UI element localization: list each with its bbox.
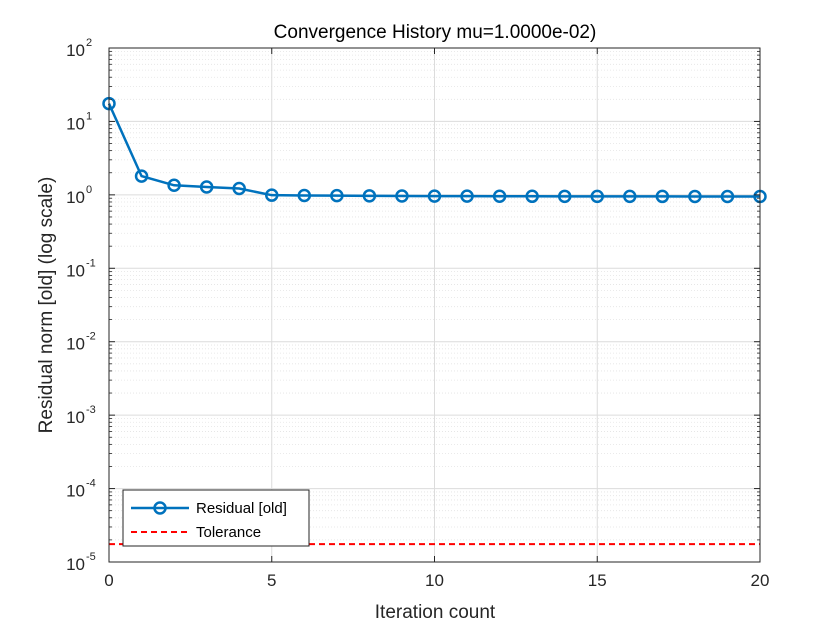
x-tick-labels: 0 5 10 15 20 [104,571,769,590]
y-tick-label: 10 [66,408,85,427]
y-tick-exponent: 0 [86,184,92,196]
residual-marker [655,189,670,204]
y-tick-exponent: 1 [86,110,92,122]
residual-marker [460,189,474,203]
residual-marker [265,188,279,202]
residual-marker [395,189,409,203]
legend-box [122,489,310,547]
residual-marker [720,189,735,204]
y-tick-exponent: -5 [86,551,96,563]
y-tick-exponent: 2 [86,37,92,49]
y-tick-exponent: -2 [86,331,96,343]
residual-marker [492,189,507,203]
legend-tolerance-label: Tolerance [196,524,261,541]
x-tick-label: 15 [588,571,607,590]
residual-marker [525,189,539,204]
chart-title: Convergence History mu=1.0000e-02) [274,22,597,43]
y-tick-label: 10 [66,555,85,574]
series-layer [102,96,767,546]
residual-marker [557,189,572,204]
residual-marker [232,181,246,196]
y-tick-exponent: -4 [86,478,96,490]
residual-marker [297,188,312,203]
y-tick-label: 10 [66,482,85,501]
y-tick-exponent: -1 [86,257,96,269]
residual-marker [590,189,604,204]
y-tick-exponent: -3 [86,404,96,416]
x-tick-label: 0 [104,571,113,590]
y-tick-label: 10 [66,335,85,354]
legend-residual-label: Residual [old] [196,500,287,517]
y-tick-label: 10 [66,41,85,60]
y-tick-label: 10 [66,261,85,280]
legend: Residual [old] Tolerance [122,489,310,547]
y-tick-label: 10 [66,188,85,207]
residual-marker [362,189,377,203]
residual-marker [134,169,149,183]
residual-marker [688,189,702,204]
residual-marker [427,189,442,203]
ticks [108,47,761,563]
x-tick-label: 10 [425,571,444,590]
residual-marker [167,178,181,193]
y-tick-label: 10 [66,114,85,133]
x-tick-label: 5 [267,571,276,590]
legend-residual-marker [153,501,167,515]
residual-marker [330,188,344,203]
x-tick-label: 20 [751,571,770,590]
residual-marker [623,189,637,204]
minor-grid [109,50,760,541]
x-axis-title: Iteration count [375,602,496,623]
residual-line [107,103,760,198]
y-axis-title: Residual norm [old] (log scale) [36,177,57,434]
residual-marker [199,180,214,194]
